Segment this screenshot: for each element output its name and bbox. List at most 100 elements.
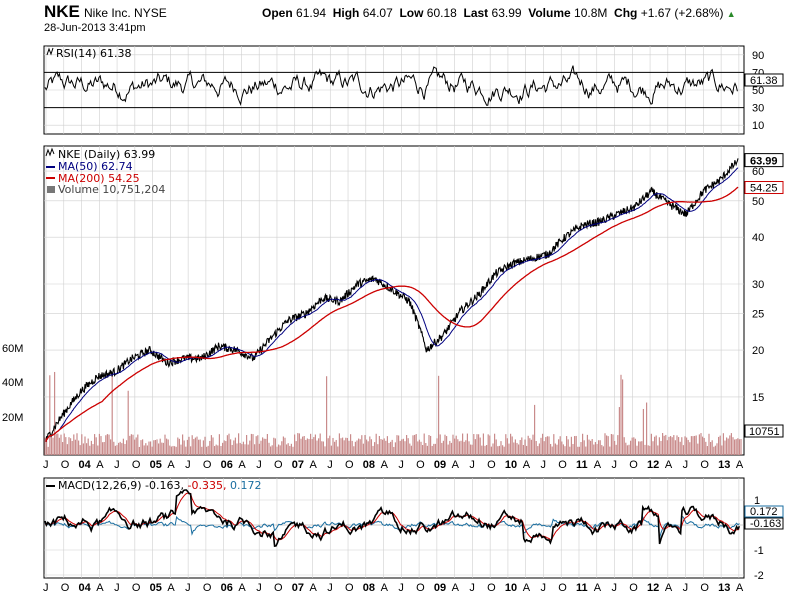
macd-y-tick: -2 [754,570,764,582]
x-tick-label: J [540,459,546,471]
rsi-last-value: 61.38 [750,75,778,87]
x-tick-label: J [683,582,689,594]
macd-legend: MACD(12,26,9) -0.163, -0.335, 0.172 [58,479,261,492]
x-tick-label: O [558,459,567,471]
x-tick-label: O [203,459,212,471]
x-tick-label: A [309,582,317,594]
x-tick-label: A [736,459,744,471]
x-tick-label: J [114,582,120,594]
x-tick-label: J [469,582,475,594]
high-value: 64.07 [362,6,393,20]
x-tick-label: 05 [150,582,162,594]
quote-summary: Open 61.94 High 64.07 Low 60.18 Last 63.… [262,6,736,20]
change-value: +1.67 (+2.68%) [640,6,724,20]
volume-legend: Volume 10,751,204 [58,183,165,196]
volume-y-tick: 40M [2,377,23,389]
volume-last-value: 10751 [749,426,780,438]
x-tick-label: J [185,459,191,471]
x-tick-label: O [629,582,638,594]
x-tick-label: 11 [576,459,588,471]
price-last-box [744,153,784,168]
x-tick-label: 09 [434,582,446,594]
x-tick-label: A [594,582,602,594]
rsi-line-icon [46,47,54,56]
x-tick-label: A [381,582,389,594]
x-tick-label: 04 [79,582,92,594]
rsi-legend: RSI(14) 61.38 [56,47,131,60]
x-tick-label: 05 [150,459,162,471]
x-tick-label: O [487,459,496,471]
x-tick-label: O [274,582,283,594]
x-tick-label: J [327,582,333,594]
x-tick-label: 12 [647,459,659,471]
timestamp: 28-Jun-2013 3:41pm [44,22,146,34]
chart-header: NKE Nike Inc. NYSE 28-Jun-2013 3:41pm Op… [0,0,800,36]
price-panel [43,145,745,456]
x-tick-label: O [487,582,496,594]
price-line [45,158,739,442]
x-tick-label: A [309,459,317,471]
x-tick-label: O [558,582,567,594]
macd-hist-last-box [744,505,784,518]
x-tick-label: 08 [363,582,375,594]
x-tick-label: O [61,582,70,594]
x-tick-label: 07 [292,459,304,471]
volume-value: 10.8M [574,6,608,20]
ma200-legend: MA(200) 54.25 [58,172,140,185]
x-tick-label: J [256,582,262,594]
x-tick-label: 10 [505,459,517,471]
x-tick-label: A [238,459,246,471]
x-tick-label: J [43,582,49,594]
macd-line [44,489,741,548]
price-y-tick: 30 [752,279,764,291]
ma50-legend: MA(50) 62.74 [58,160,133,173]
rsi-y-tick: 90 [752,50,764,62]
x-tick-label: A [167,459,175,471]
x-tick-label: 07 [292,582,304,594]
x-tick-label: O [203,582,212,594]
x-tick-label: J [398,582,404,594]
rsi-y-tick: 30 [752,103,764,115]
rsi-y-tick: 10 [752,120,764,132]
x-tick-label: 13 [718,582,730,594]
macd-last-box [744,517,784,530]
volume-y-tick: 60M [2,343,23,355]
x-tick-label: O [700,582,709,594]
x-tick-label: O [345,459,354,471]
x-tick-label: A [665,582,673,594]
x-tick-label: 13 [718,459,730,471]
x-tick-label: J [612,582,618,594]
volume-last-box [744,424,784,438]
ma200-line [45,186,739,443]
x-tick-label: 12 [647,582,659,594]
x-tick-label: J [114,459,120,471]
x-tick-label: A [523,459,531,471]
ticker-symbol: NKE [44,2,80,21]
exchange-label: NYSE [134,6,167,20]
x-tick-label: J [612,459,618,471]
x-tick-label: A [96,459,104,471]
x-tick-label: O [629,459,638,471]
macd-y-tick: -1 [754,545,764,557]
x-tick-label: J [398,459,404,471]
ma200-last-value: 54.25 [750,183,778,195]
x-tick-label: O [416,459,425,471]
x-tick-label: 10 [505,582,517,594]
price-legend: NKE (Daily) 63.99 [58,148,155,161]
x-tick-label: O [61,459,70,471]
x-tick-label: 04 [79,459,92,471]
rsi-last-box [744,73,784,87]
price-y-tick: 40 [752,232,764,244]
macd-hist-last-value: 0.172 [750,506,778,518]
x-tick-label: A [452,459,460,471]
x-tick-label: A [452,582,460,594]
open-value: 61.94 [296,6,327,20]
x-tick-label: O [700,459,709,471]
x-tick-label: J [185,582,191,594]
x-tick-label: J [256,459,262,471]
price-y-tick: 50 [752,196,764,208]
x-tick-label: 08 [363,459,375,471]
low-value: 60.18 [426,6,457,20]
x-tick-label: J [683,459,689,471]
